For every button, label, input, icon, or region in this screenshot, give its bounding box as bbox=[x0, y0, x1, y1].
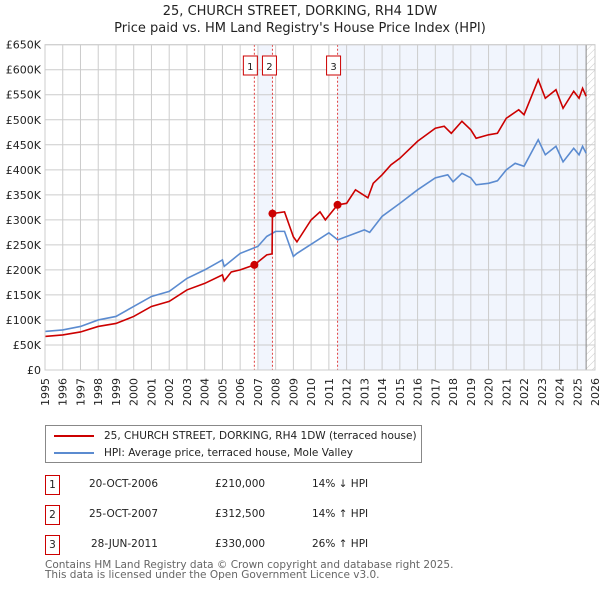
y-tick-label: £650K bbox=[6, 39, 42, 52]
x-tick-label: 2001 bbox=[145, 378, 158, 406]
legend-label: HPI: Average price, terraced house, Mole… bbox=[104, 447, 354, 459]
x-tick-label: 1999 bbox=[110, 378, 123, 406]
legend-item-property: 25, CHURCH STREET, DORKING, RH4 1DW (ter… bbox=[54, 429, 417, 443]
footer: Contains HM Land Registry data © Crown c… bbox=[45, 559, 454, 581]
x-tick-label: 1998 bbox=[92, 378, 105, 406]
y-tick-label: £0 bbox=[27, 364, 41, 377]
sale-number-badge: 1 bbox=[45, 475, 60, 495]
x-tick-label: 2024 bbox=[554, 378, 567, 406]
x-tick-label: 2003 bbox=[181, 378, 194, 406]
footer-copyright: Contains HM Land Registry data © Crown c… bbox=[45, 559, 454, 571]
x-tick-label: 2007 bbox=[252, 378, 265, 406]
sale-date: 25-OCT-2007 bbox=[89, 508, 158, 520]
x-tick-label: 1995 bbox=[39, 378, 52, 406]
x-tick-label: 2021 bbox=[500, 378, 513, 406]
sale-point bbox=[333, 200, 342, 209]
x-tick-label: 2015 bbox=[394, 378, 407, 406]
y-tick-label: £150K bbox=[6, 289, 42, 302]
y-tick-label: £400K bbox=[6, 164, 42, 177]
legend-item-hpi: HPI: Average price, terraced house, Mole… bbox=[54, 446, 353, 460]
x-tick-label: 2010 bbox=[305, 378, 318, 406]
x-tick-label: 2018 bbox=[447, 378, 460, 406]
x-tick-label: 1996 bbox=[57, 378, 70, 406]
legend: 25, CHURCH STREET, DORKING, RH4 1DW (ter… bbox=[45, 425, 422, 463]
x-tick-label: 2000 bbox=[128, 378, 141, 406]
y-tick-label: £500K bbox=[6, 114, 42, 127]
x-tick-label: 2005 bbox=[216, 378, 229, 406]
sale-point bbox=[250, 260, 259, 269]
x-tick-label: 2022 bbox=[518, 378, 531, 406]
x-tick-label: 2004 bbox=[199, 378, 212, 406]
sale-hpi-diff: 14% ↑ HPI bbox=[312, 508, 369, 520]
legend-label: 25, CHURCH STREET, DORKING, RH4 1DW (ter… bbox=[104, 430, 417, 442]
x-tick-label: 2020 bbox=[483, 378, 496, 406]
sale-label: 1 bbox=[247, 62, 253, 73]
x-tick-label: 2019 bbox=[465, 378, 478, 406]
hpi-line bbox=[44, 138, 587, 333]
sale-price: £312,500 bbox=[215, 508, 266, 520]
x-tick-label: 2012 bbox=[341, 378, 354, 406]
forecast-hatch bbox=[586, 44, 595, 370]
x-tick-label: 2016 bbox=[412, 378, 425, 406]
sale-label-box bbox=[326, 55, 342, 76]
sale-label: 3 bbox=[330, 62, 336, 73]
sale-label-box bbox=[261, 55, 277, 76]
sale-label: 2 bbox=[266, 62, 272, 73]
chart-title: 25, CHURCH STREET, DORKING, RH4 1DW bbox=[162, 4, 438, 19]
sale-point bbox=[268, 209, 277, 218]
x-tick-label: 2023 bbox=[536, 378, 549, 406]
x-tick-label: 2017 bbox=[429, 378, 442, 406]
y-tick-label: £450K bbox=[6, 139, 42, 152]
sale-label-box bbox=[242, 55, 258, 76]
sale-date: 28-JUN-2011 bbox=[91, 538, 158, 550]
sale-hpi-diff: 26% ↑ HPI bbox=[312, 538, 369, 550]
x-tick-label: 2009 bbox=[287, 378, 300, 406]
y-tick-label: £250K bbox=[6, 239, 42, 252]
shaded-period bbox=[337, 44, 587, 370]
x-tick-label: 2002 bbox=[163, 378, 176, 406]
chart-subtitle: Price paid vs. HM Land Registry's House … bbox=[114, 21, 486, 36]
x-tick-label: 2011 bbox=[323, 378, 336, 406]
sale-number-badge: 3 bbox=[45, 535, 60, 555]
y-tick-label: £350K bbox=[6, 189, 42, 202]
sale-hpi-diff: 14% ↓ HPI bbox=[312, 478, 369, 490]
x-tick-label: 2006 bbox=[234, 378, 247, 406]
y-tick-label: £550K bbox=[6, 89, 42, 102]
sale-price: £330,000 bbox=[215, 538, 266, 550]
y-tick-label: £100K bbox=[6, 314, 42, 327]
plot-area: 1995 1996 1997 1998 1999 2000 2001 2002 2003 2004… bbox=[6, 39, 600, 406]
sale-price: £210,000 bbox=[215, 478, 266, 490]
x-tick-label: 2026 bbox=[589, 378, 600, 406]
sale-date: 20-OCT-2006 bbox=[89, 478, 158, 490]
x-tick-label: 2014 bbox=[376, 378, 389, 406]
y-tick-label: £600K bbox=[6, 64, 42, 77]
shaded-period bbox=[257, 44, 273, 370]
plot-border bbox=[44, 44, 596, 371]
footer-licence: This data is licensed under the Open Gov… bbox=[45, 569, 380, 581]
property-price-line bbox=[44, 77, 587, 338]
x-tick-label: 2008 bbox=[270, 378, 283, 406]
y-tick-label: £50K bbox=[13, 339, 42, 352]
x-tick-label: 2025 bbox=[571, 378, 584, 406]
x-tick-label: 1997 bbox=[74, 378, 87, 406]
x-tick-label: 2013 bbox=[358, 378, 371, 406]
y-tick-label: £300K bbox=[6, 214, 42, 227]
y-tick-label: £200K bbox=[6, 264, 42, 277]
sale-number-badge: 2 bbox=[45, 505, 60, 525]
